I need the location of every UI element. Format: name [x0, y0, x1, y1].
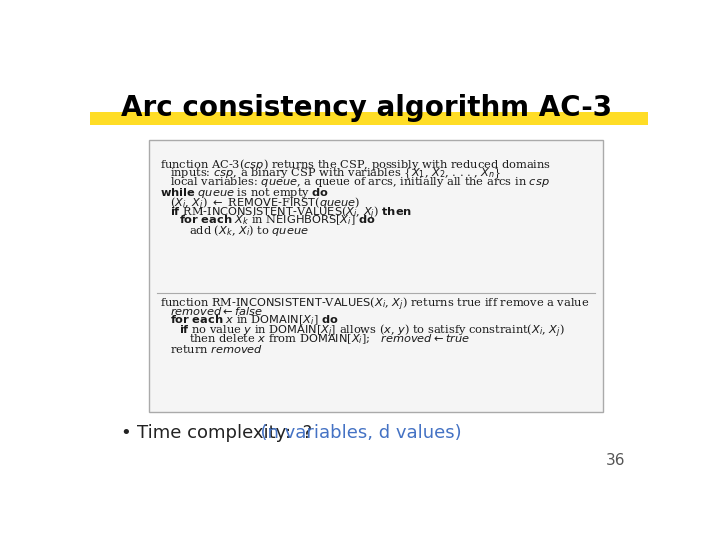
Text: $\mathbf{while}$ $queue$ is not empty $\mathbf{do}$: $\mathbf{while}$ $queue$ is not empty $\… [160, 186, 329, 200]
Text: 36: 36 [606, 453, 626, 468]
Text: Time complexity:  ?: Time complexity: ? [138, 424, 312, 442]
Text: return $removed$: return $removed$ [170, 343, 263, 355]
Text: local variables: $queue$, a queue of arcs, initially all the arcs in $csp$: local variables: $queue$, a queue of arc… [170, 176, 549, 190]
Text: $\mathbf{if}$ RM-I$\mathrm{NCONSISTENT}$-V$\mathrm{ALUES}$($X_i$, $X_j$) $\mathb: $\mathbf{if}$ RM-I$\mathrm{NCONSISTENT}$… [170, 205, 412, 222]
Text: $removed \leftarrow false$: $removed \leftarrow false$ [170, 305, 263, 317]
Text: Arc consistency algorithm AC-3: Arc consistency algorithm AC-3 [121, 94, 612, 122]
Text: $\mathbf{for}$ $\mathbf{each}$ $x$ in D$\mathrm{OMAIN}$[$X_i$] $\mathbf{do}$: $\mathbf{for}$ $\mathbf{each}$ $x$ in D$… [170, 314, 338, 327]
Text: function RM-I$\mathrm{NCONSISTENT}$-V$\mathrm{ALUES}$($X_i$, $X_j$) returns true: function RM-I$\mathrm{NCONSISTENT}$-V$\m… [160, 295, 589, 313]
Text: function AC-3($csp$) returns the CSP, possibly with reduced domains: function AC-3($csp$) returns the CSP, po… [160, 157, 551, 172]
Text: add ($X_k$, $X_i$) to $queue$: add ($X_k$, $X_i$) to $queue$ [189, 223, 309, 238]
Text: inputs: $csp$, a binary CSP with variables {$X_1$, $X_2$, . . . , $X_n$}: inputs: $csp$, a binary CSP with variabl… [170, 166, 501, 181]
Text: ($X_i$, $X_j$) $\leftarrow$ R$\mathrm{EMOVE}$-F$\mathrm{IRST}$($queue$): ($X_i$, $X_j$) $\leftarrow$ R$\mathrm{EM… [170, 195, 360, 213]
FancyBboxPatch shape [90, 112, 648, 125]
Text: •: • [121, 424, 132, 442]
Text: then delete $x$ from D$\mathrm{OMAIN}$[$X_i$];   $removed \leftarrow true$: then delete $x$ from D$\mathrm{OMAIN}$[$… [189, 332, 470, 346]
FancyBboxPatch shape [148, 140, 603, 412]
Text: $\mathbf{if}$ no value $y$ in D$\mathrm{OMAIN}$[$X_j$] allows ($x$, $y$) to sati: $\mathbf{if}$ no value $y$ in D$\mathrm{… [179, 323, 565, 340]
Text: $\mathbf{for}$ $\mathbf{each}$ $X_k$ in N$\mathrm{EIGHBORS}$[$X_i$] $\mathbf{do}: $\mathbf{for}$ $\mathbf{each}$ $X_k$ in … [179, 214, 376, 227]
Text: (n variables, d values): (n variables, d values) [249, 424, 462, 442]
